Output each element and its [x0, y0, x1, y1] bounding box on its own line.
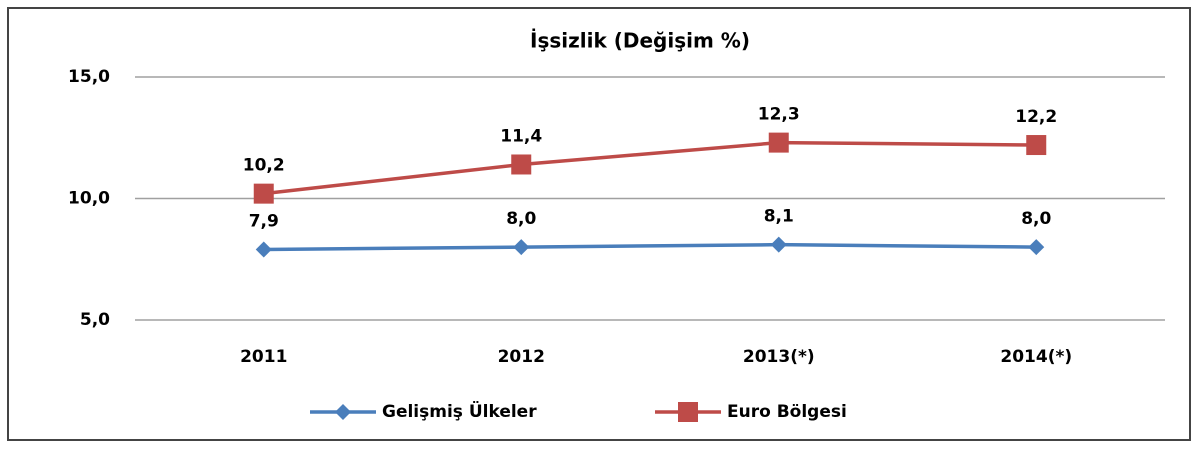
point [255, 241, 272, 258]
chart-title: İşsizlik (Değişim %) [530, 29, 750, 53]
point [770, 236, 787, 253]
x-tick-label: 2012 [498, 347, 545, 367]
point [1028, 239, 1045, 256]
point [1026, 135, 1047, 156]
point [513, 239, 530, 256]
x-tick-label: 2014(*) [1000, 347, 1072, 367]
data-label: 12,3 [758, 105, 800, 125]
data-label: 10,2 [243, 156, 285, 176]
x-tick-label: 2011 [240, 347, 287, 367]
data-label: 8,1 [764, 207, 794, 227]
data-label: 11,4 [500, 126, 542, 146]
series-line [263, 140, 1037, 196]
data-label: 8,0 [1021, 209, 1051, 229]
data-label: 7,9 [249, 212, 279, 232]
chart-frame [7, 7, 1191, 441]
y-tick-label: 10,0 [68, 189, 110, 209]
point [768, 132, 789, 153]
y-tick-label: 5,0 [80, 310, 110, 330]
point [253, 183, 274, 204]
legend-marker [335, 404, 351, 420]
data-label: 12,2 [1015, 107, 1057, 127]
point [511, 154, 532, 175]
x-tick-label: 2013(*) [743, 347, 815, 367]
legend-label: Euro Bölgesi [727, 402, 847, 422]
data-label: 8,0 [506, 209, 536, 229]
legend-marker [678, 402, 698, 422]
series-line [263, 242, 1037, 252]
legend-label: Gelişmiş Ülkeler [382, 400, 537, 422]
y-tick-label: 15,0 [68, 67, 110, 87]
